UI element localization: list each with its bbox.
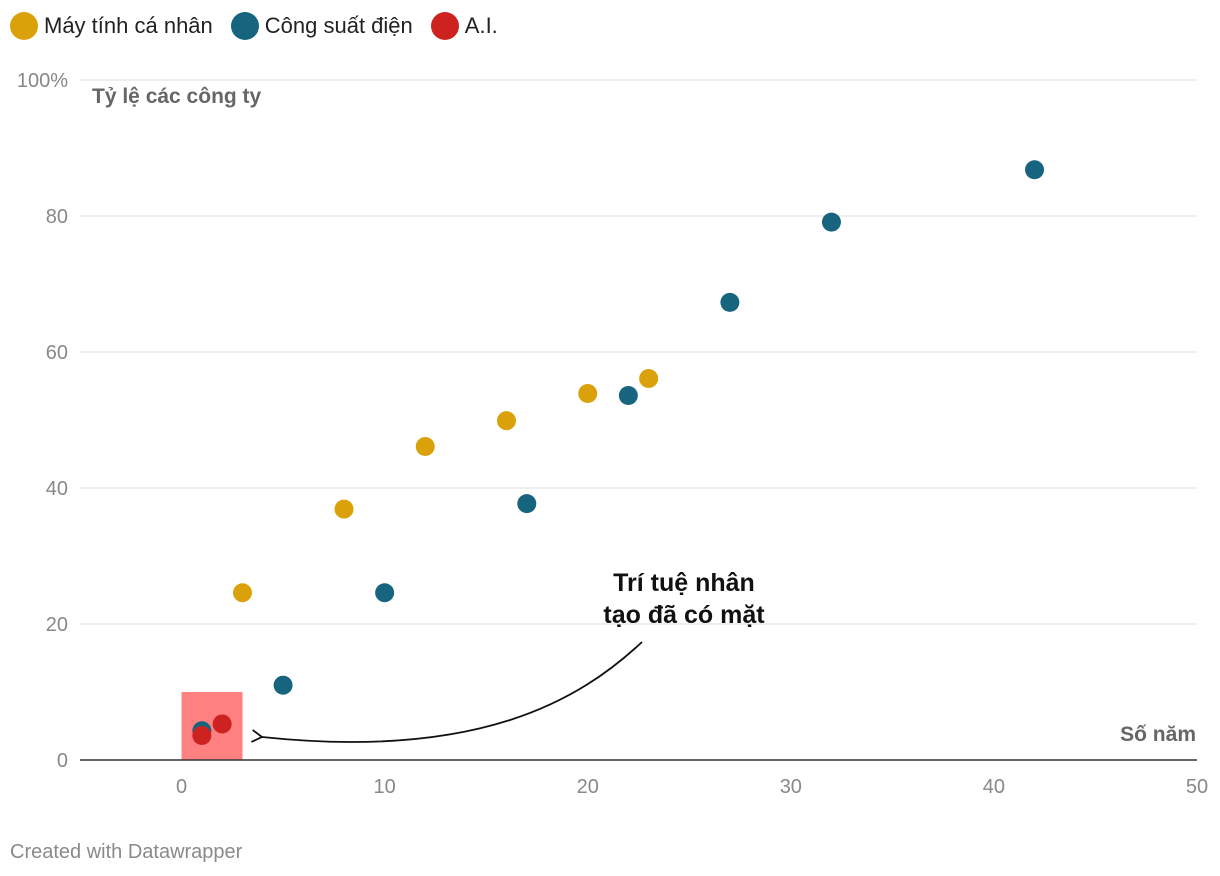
point-pc — [496, 411, 516, 431]
legend-label-electricity: Công suất điện — [264, 13, 413, 38]
legend-label-pc: Máy tính cá nhân — [44, 13, 213, 38]
x-tick-label: 50 — [1186, 776, 1208, 798]
point-electricity — [821, 212, 841, 232]
axes: 0 20 40 60 80 100% 0 10 20 30 40 50 — [17, 70, 1208, 798]
x-tick-label: 10 — [374, 776, 396, 798]
data-points — [192, 160, 1045, 746]
y-tick-label: 60 — [46, 342, 68, 364]
legend-swatch-electricity — [230, 12, 259, 40]
point-electricity — [720, 292, 740, 312]
legend-swatch-ai — [430, 12, 459, 40]
legend-item-ai: A.I. — [430, 12, 498, 40]
point-pc — [232, 583, 252, 603]
chart-legend: Máy tính cá nhân Công suất điện A.I. — [10, 12, 498, 40]
legend-item-pc: Máy tính cá nhân — [10, 12, 213, 40]
legend-label-ai: A.I. — [464, 13, 498, 38]
point-electricity — [1025, 160, 1045, 180]
x-axis-label: Số năm — [1120, 723, 1196, 746]
y-axis-label: Tỷ lệ các công ty — [92, 85, 262, 108]
point-electricity — [618, 386, 638, 406]
y-tick-label: 80 — [46, 206, 68, 228]
ai-highlight-box — [181, 692, 243, 760]
point-ai — [212, 714, 232, 734]
annotation-line-1: Trí tuệ nhân — [613, 569, 755, 597]
y-tick-label: 0 — [57, 750, 68, 772]
y-tick-label: 20 — [46, 614, 68, 636]
x-tick-label: 40 — [983, 776, 1005, 798]
x-tick-label: 0 — [176, 776, 187, 798]
legend-swatch-pc — [10, 12, 38, 40]
point-pc — [639, 369, 659, 389]
point-pc — [415, 437, 435, 457]
ai-annotation: Trí tuệ nhân tạo đã có mặt — [251, 569, 765, 743]
point-electricity — [517, 494, 537, 514]
legend-item-electricity: Công suất điện — [230, 12, 413, 40]
x-tick-label: 30 — [780, 776, 802, 798]
grid-lines — [80, 79, 1197, 625]
annotation-arrow — [251, 641, 643, 743]
x-tick-label: 20 — [577, 776, 599, 798]
point-electricity — [273, 675, 293, 695]
y-tick-label: 40 — [46, 478, 68, 500]
point-pc — [334, 499, 354, 519]
point-pc — [578, 383, 598, 403]
point-electricity — [375, 583, 395, 603]
annotation-line-2: tạo đã có mặt — [603, 601, 765, 629]
y-tick-label: 100% — [17, 70, 68, 92]
footer-credit: Created with Datawrapper — [10, 841, 243, 863]
point-ai — [192, 726, 212, 746]
